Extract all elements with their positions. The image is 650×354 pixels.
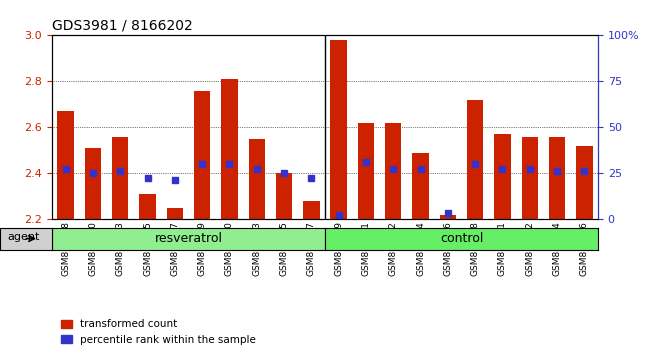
Bar	[330, 40, 347, 219]
Bar	[576, 146, 593, 219]
Bar	[57, 112, 74, 219]
Bar	[166, 208, 183, 219]
Text: control: control	[440, 232, 483, 245]
Bar	[385, 123, 402, 219]
Bar	[494, 135, 511, 219]
Text: resveratrol: resveratrol	[155, 232, 222, 245]
Bar	[358, 123, 374, 219]
Bar	[412, 153, 429, 219]
Bar	[139, 194, 156, 219]
Text: GDS3981 / 8166202: GDS3981 / 8166202	[52, 19, 193, 33]
Bar	[549, 137, 566, 219]
Bar	[194, 91, 211, 219]
Bar	[303, 201, 320, 219]
Bar	[84, 148, 101, 219]
Text: agent: agent	[8, 233, 40, 242]
Bar	[467, 100, 484, 219]
Bar	[276, 173, 292, 219]
Bar	[439, 215, 456, 219]
Bar	[221, 79, 238, 219]
Bar	[521, 137, 538, 219]
Legend: transformed count, percentile rank within the sample: transformed count, percentile rank withi…	[57, 315, 260, 349]
Bar	[112, 137, 129, 219]
Bar	[248, 139, 265, 219]
